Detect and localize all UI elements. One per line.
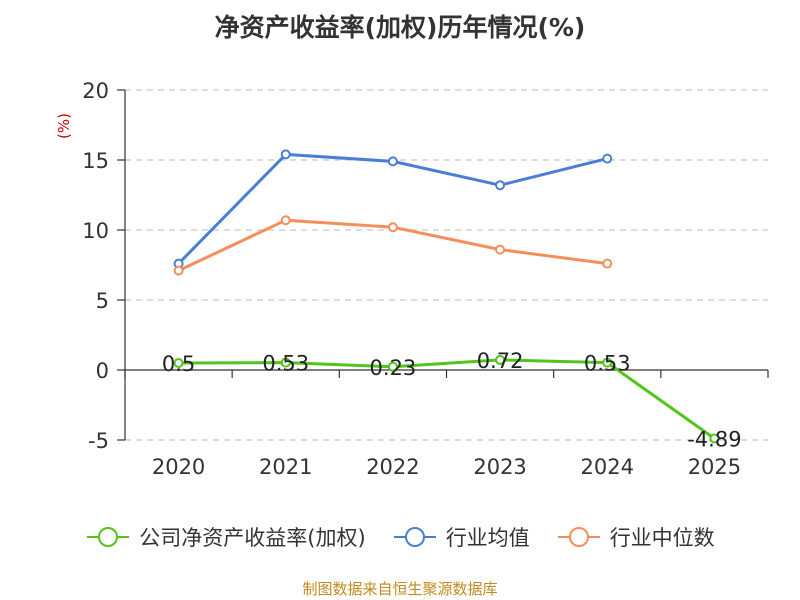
x-tick-label: 2021	[259, 455, 312, 479]
data-point[interactable]	[602, 153, 613, 164]
data-point[interactable]	[495, 244, 506, 255]
x-tick-label: 2025	[688, 455, 741, 479]
x-tick-label: 2024	[581, 455, 634, 479]
y-axis-label: (%)	[55, 113, 73, 139]
data-label: -4.89	[687, 427, 741, 451]
data-point[interactable]	[602, 258, 613, 269]
legend-label-company-roe: 公司净资产收益率(加权)	[139, 526, 366, 550]
legend-marker-industry-mean	[393, 527, 436, 547]
legend-marker-industry-median	[557, 527, 600, 547]
y-tick-label: 5	[96, 289, 109, 313]
data-point[interactable]	[495, 354, 506, 365]
data-point[interactable]	[280, 149, 291, 160]
data-point[interactable]	[709, 433, 720, 444]
label-layer: 0.5 0.53 0.23 0.72 0.53 -4.89	[162, 349, 742, 452]
legend-item-company-roe[interactable]: 公司净资产收益率(加权)	[85, 522, 366, 552]
legend-label-industry-mean: 行业均值	[445, 526, 530, 550]
data-point[interactable]	[280, 215, 291, 226]
y-tick-label: 0	[96, 359, 109, 383]
y-tick-label: 20	[82, 79, 109, 103]
legend-item-industry-median[interactable]: 行业中位数	[556, 522, 715, 552]
data-label: 0.5	[162, 352, 195, 376]
y-tick-label: 15	[82, 149, 109, 173]
chart-title: 净资产收益率(加权)历年情况(%)	[214, 13, 586, 42]
data-label: 0.23	[370, 356, 417, 380]
data-point[interactable]	[387, 361, 398, 372]
data-label: 0.72	[477, 349, 524, 373]
data-point[interactable]	[495, 180, 506, 191]
data-point[interactable]	[387, 222, 398, 233]
y-tick-label: -5	[88, 429, 109, 453]
source-note: 制图数据来自恒生聚源数据库	[302, 580, 498, 598]
data-label: 0.53	[262, 352, 309, 376]
data-label: 0.53	[584, 352, 631, 376]
data-point[interactable]	[173, 265, 184, 276]
data-point[interactable]	[387, 156, 398, 167]
x-tick-label: 2020	[152, 455, 205, 479]
x-tick-label: 2022	[366, 455, 419, 479]
grid-layer	[125, 89, 768, 441]
legend: 公司净资产收益率(加权) 行业均值 行业中位数	[0, 522, 800, 552]
series-line-1	[177, 152, 608, 265]
data-point[interactable]	[280, 357, 291, 368]
series-layer	[173, 149, 720, 444]
legend-label-industry-median: 行业中位数	[609, 526, 715, 550]
x-tick-label: 2023	[473, 455, 526, 479]
y-tick-label: 10	[82, 219, 109, 243]
series-line-0	[178, 358, 716, 440]
data-point[interactable]	[173, 358, 184, 368]
legend-item-industry-mean[interactable]: 行业均值	[392, 522, 530, 552]
legend-marker-company-roe	[87, 527, 130, 547]
data-point[interactable]	[602, 357, 613, 368]
